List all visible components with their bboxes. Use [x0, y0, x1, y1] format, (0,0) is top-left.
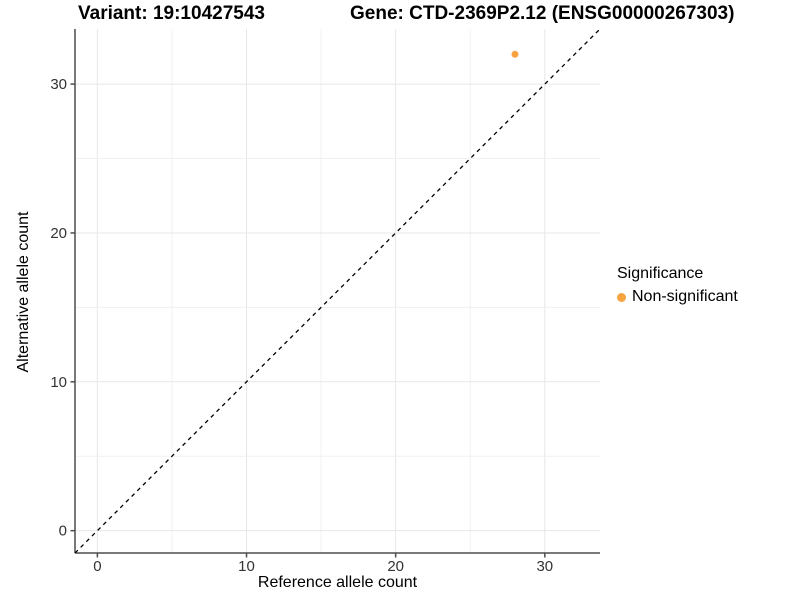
x-tick-label: 20	[387, 558, 404, 575]
x-tick-label: 30	[536, 558, 553, 575]
data-point	[511, 50, 519, 58]
y-tick-label: 30	[50, 76, 67, 93]
legend: Significance Non-significant	[617, 265, 738, 306]
legend-key-dot-icon	[617, 292, 626, 302]
x-tick-label: 10	[238, 558, 255, 575]
y-tick-label: 10	[50, 374, 67, 391]
x-axis-label: Reference allele count	[257, 574, 418, 591]
legend-items: Non-significant	[617, 288, 738, 306]
y-tick-label: 20	[50, 225, 67, 242]
y-axis-label: Alternative allele count	[15, 211, 32, 373]
legend-item-label: Non-significant	[632, 288, 738, 305]
plot-title-gene: Gene: CTD-2369P2.12 (ENSG00000267303)	[350, 3, 735, 24]
y-tick-label: 0	[59, 523, 67, 540]
legend-item: Non-significant	[617, 288, 738, 306]
identity-dashed-line	[74, 28, 601, 554]
legend-title: Significance	[617, 265, 704, 282]
x-tick-label: 0	[93, 558, 101, 575]
plot-title-variant: Variant: 19:10427543	[78, 3, 265, 24]
